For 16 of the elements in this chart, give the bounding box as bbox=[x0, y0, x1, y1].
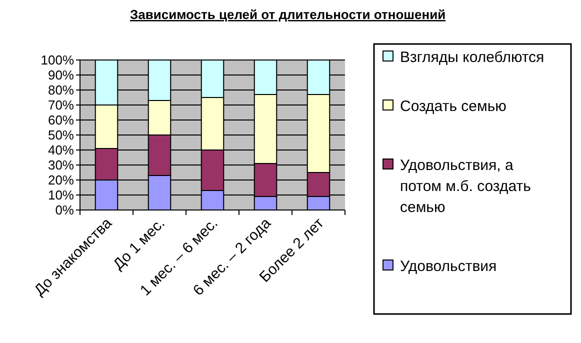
y-tick-label: 0% bbox=[55, 202, 74, 218]
y-tick-label: 20% bbox=[48, 172, 74, 188]
chart-title: Зависимость целей от длительности отношений bbox=[130, 7, 446, 22]
y-tick-label: 40% bbox=[48, 142, 74, 158]
y-tick-label: 70% bbox=[48, 98, 74, 113]
y-tick-label: 100% bbox=[40, 52, 74, 68]
y-tick-label: 80% bbox=[48, 82, 74, 98]
y-tick-label: 30% bbox=[48, 158, 74, 173]
legend-label: Удовольствия bbox=[400, 258, 497, 275]
legend-label: Взгляды колеблются bbox=[400, 49, 544, 66]
legend-label: Создать семью bbox=[400, 98, 506, 115]
y-tick-label: 10% bbox=[48, 188, 74, 203]
y-tick-label: 60% bbox=[48, 112, 74, 128]
y-tick-label: 50% bbox=[48, 128, 74, 143]
y-tick-label: 90% bbox=[48, 68, 74, 83]
legend-label: Удовольствия, а потом м.б. создать семью bbox=[400, 157, 532, 216]
